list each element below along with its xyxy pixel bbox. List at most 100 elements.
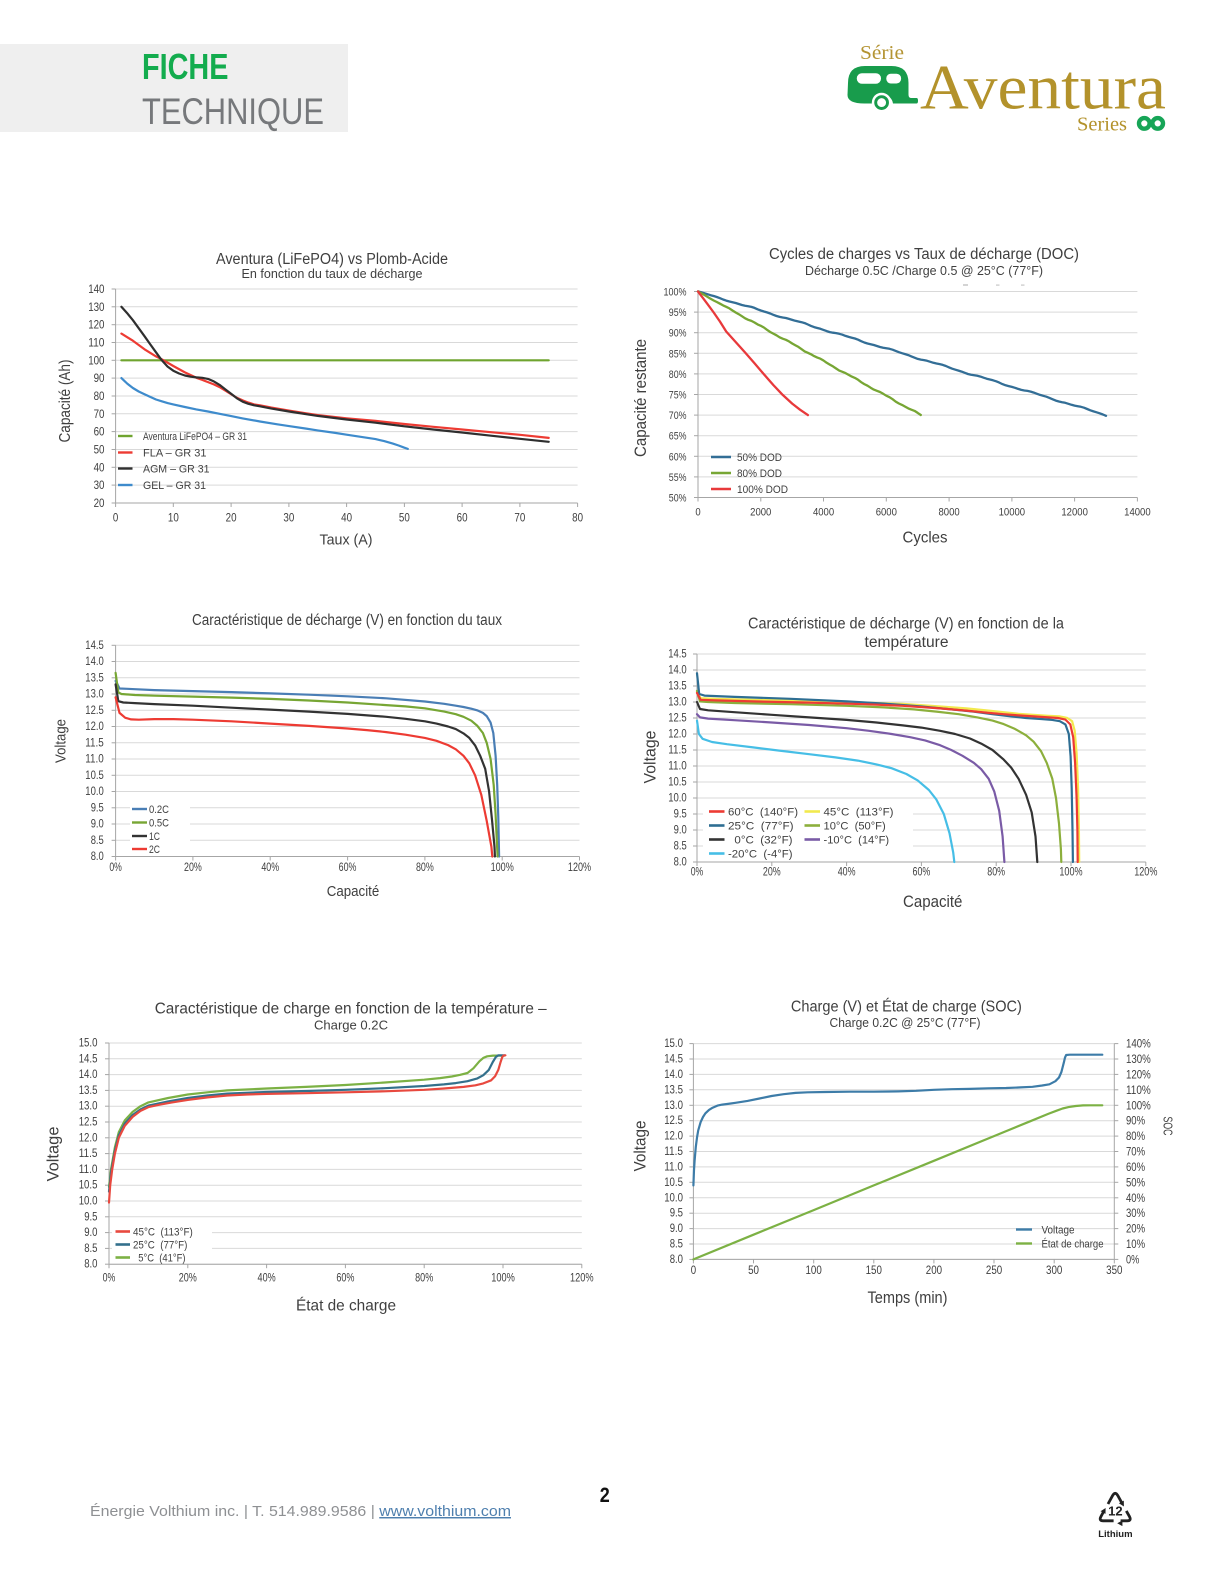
svg-text:80%: 80% bbox=[669, 369, 687, 381]
svg-text:20: 20 bbox=[226, 512, 237, 525]
svg-text:Cycles de charges vs Taux de d: Cycles de charges vs Taux de décharge (D… bbox=[769, 246, 1079, 263]
svg-text:150: 150 bbox=[866, 1264, 883, 1277]
svg-text:80: 80 bbox=[94, 390, 105, 403]
svg-text:Capacité restante: Capacité restante bbox=[632, 339, 650, 457]
svg-text:0.2C: 0.2C bbox=[149, 804, 169, 816]
svg-text:80% DOD: 80% DOD bbox=[737, 468, 782, 480]
svg-text:13.5: 13.5 bbox=[79, 1084, 98, 1097]
svg-text:30%: 30% bbox=[1126, 1206, 1145, 1220]
svg-text:9.0: 9.0 bbox=[84, 1226, 98, 1239]
svg-text:11.0: 11.0 bbox=[85, 754, 104, 766]
svg-text:80%: 80% bbox=[416, 862, 434, 874]
svg-text:80%: 80% bbox=[987, 867, 1005, 879]
svg-text:40%: 40% bbox=[258, 1272, 276, 1285]
svg-text:Voltage: Voltage bbox=[631, 1121, 650, 1172]
svg-text:100%: 100% bbox=[1126, 1098, 1151, 1112]
svg-text:12.0: 12.0 bbox=[79, 1131, 98, 1144]
svg-text:40: 40 bbox=[341, 512, 352, 525]
svg-text:8.0: 8.0 bbox=[91, 851, 104, 863]
svg-text:100% DOD: 100% DOD bbox=[737, 484, 788, 496]
svg-text:120%: 120% bbox=[1134, 867, 1157, 879]
svg-text:-10°C (14°F): -10°C (14°F) bbox=[824, 835, 890, 847]
svg-text:Lithium: Lithium bbox=[1098, 1529, 1132, 1540]
svg-text:75%: 75% bbox=[669, 390, 687, 402]
svg-text:45°C (113°F): 45°C (113°F) bbox=[824, 807, 894, 819]
svg-text:50: 50 bbox=[748, 1264, 759, 1277]
svg-text:Aventura (LiFePO4) vs Plomb-Ac: Aventura (LiFePO4) vs Plomb-Acide bbox=[216, 251, 448, 268]
svg-text:8.0: 8.0 bbox=[84, 1258, 98, 1271]
svg-text:20%: 20% bbox=[184, 862, 202, 874]
svg-text:0: 0 bbox=[695, 506, 700, 518]
svg-text:9.5: 9.5 bbox=[91, 802, 104, 814]
svg-text:8.0: 8.0 bbox=[670, 1253, 684, 1266]
svg-text:8.0: 8.0 bbox=[674, 857, 687, 869]
svg-text:10%: 10% bbox=[1126, 1237, 1145, 1251]
svg-text:13.0: 13.0 bbox=[664, 1099, 683, 1112]
svg-text:14000: 14000 bbox=[1124, 506, 1151, 518]
svg-text:0%: 0% bbox=[1126, 1252, 1139, 1266]
svg-text:8000: 8000 bbox=[938, 506, 959, 518]
svg-text:Aventura LiFePO4 – GR 31: Aventura LiFePO4 – GR 31 bbox=[143, 431, 247, 443]
svg-text:température: température bbox=[865, 634, 949, 651]
svg-text:30: 30 bbox=[94, 479, 105, 492]
svg-text:90%: 90% bbox=[669, 328, 687, 340]
svg-text:10.5: 10.5 bbox=[79, 1179, 98, 1192]
svg-text:Capacité (Ah): Capacité (Ah) bbox=[57, 360, 74, 443]
svg-text:-20°C (-4°F): -20°C (-4°F) bbox=[728, 849, 793, 861]
svg-text:Cycles: Cycles bbox=[903, 530, 948, 547]
svg-text:14.0: 14.0 bbox=[85, 656, 104, 668]
svg-text:10.5: 10.5 bbox=[668, 777, 687, 789]
svg-text:130%: 130% bbox=[1126, 1052, 1151, 1066]
svg-text:6000: 6000 bbox=[876, 506, 897, 518]
svg-text:11.0: 11.0 bbox=[668, 761, 687, 773]
svg-text:9.5: 9.5 bbox=[670, 1207, 684, 1220]
svg-text:8.5: 8.5 bbox=[84, 1242, 98, 1255]
svg-text:12.0: 12.0 bbox=[668, 729, 687, 741]
svg-text:100%: 100% bbox=[1059, 867, 1082, 879]
svg-text:14.5: 14.5 bbox=[79, 1052, 98, 1065]
svg-text:110%: 110% bbox=[1126, 1083, 1151, 1097]
svg-text:14.5: 14.5 bbox=[85, 640, 104, 652]
svg-text:1C: 1C bbox=[149, 831, 160, 843]
svg-text:12.5: 12.5 bbox=[664, 1114, 683, 1127]
svg-text:Charge (V) et État de charge (: Charge (V) et État de charge (SOC) bbox=[791, 998, 1022, 1015]
svg-text:45°C (113°F): 45°C (113°F) bbox=[133, 1227, 193, 1239]
svg-text:140%: 140% bbox=[1126, 1037, 1151, 1051]
svg-text:Capacité: Capacité bbox=[903, 892, 962, 911]
svg-text:0%: 0% bbox=[691, 867, 704, 879]
svg-text:15.0: 15.0 bbox=[79, 1037, 98, 1050]
svg-text:État de charge: État de charge bbox=[1042, 1238, 1104, 1251]
svg-text:Charge 0.2C: Charge 0.2C bbox=[314, 1018, 388, 1033]
svg-text:12: 12 bbox=[1108, 1504, 1122, 1519]
svg-text:85%: 85% bbox=[669, 348, 687, 360]
svg-text:10.5: 10.5 bbox=[664, 1176, 683, 1189]
svg-text:Capacité: Capacité bbox=[327, 884, 380, 900]
svg-text:Voltage: Voltage bbox=[641, 731, 660, 784]
svg-text:Charge 0.2C @ 25°C (77°F): Charge 0.2C @ 25°C (77°F) bbox=[830, 1015, 981, 1030]
svg-text:14.0: 14.0 bbox=[668, 665, 687, 677]
svg-text:10: 10 bbox=[168, 512, 179, 525]
svg-text:50: 50 bbox=[399, 512, 410, 525]
svg-text:10°C (50°F): 10°C (50°F) bbox=[824, 821, 886, 833]
svg-text:12.0: 12.0 bbox=[664, 1130, 683, 1143]
svg-text:300: 300 bbox=[1046, 1264, 1063, 1277]
svg-text:13.0: 13.0 bbox=[668, 697, 687, 709]
svg-text:70%: 70% bbox=[1126, 1145, 1145, 1159]
svg-text:60%: 60% bbox=[669, 451, 687, 463]
svg-text:40%: 40% bbox=[261, 862, 279, 874]
svg-text:60: 60 bbox=[457, 512, 468, 525]
svg-text:60%: 60% bbox=[339, 862, 357, 874]
svg-text:9.5: 9.5 bbox=[84, 1210, 98, 1223]
svg-text:60%: 60% bbox=[336, 1272, 354, 1285]
svg-text:20%: 20% bbox=[1126, 1222, 1145, 1236]
svg-text:Aventura: Aventura bbox=[920, 52, 1166, 123]
svg-text:2C: 2C bbox=[149, 844, 160, 856]
svg-text:10000: 10000 bbox=[999, 506, 1026, 518]
svg-text:14.0: 14.0 bbox=[664, 1068, 683, 1081]
svg-text:8.5: 8.5 bbox=[670, 1237, 684, 1250]
svg-text:GEL – GR 31: GEL – GR 31 bbox=[143, 480, 206, 492]
svg-text:100%: 100% bbox=[664, 287, 687, 299]
svg-text:10.0: 10.0 bbox=[668, 793, 687, 805]
svg-text:FLA – GR 31: FLA – GR 31 bbox=[143, 448, 207, 460]
svg-text:État de charge: État de charge bbox=[296, 1295, 396, 1314]
